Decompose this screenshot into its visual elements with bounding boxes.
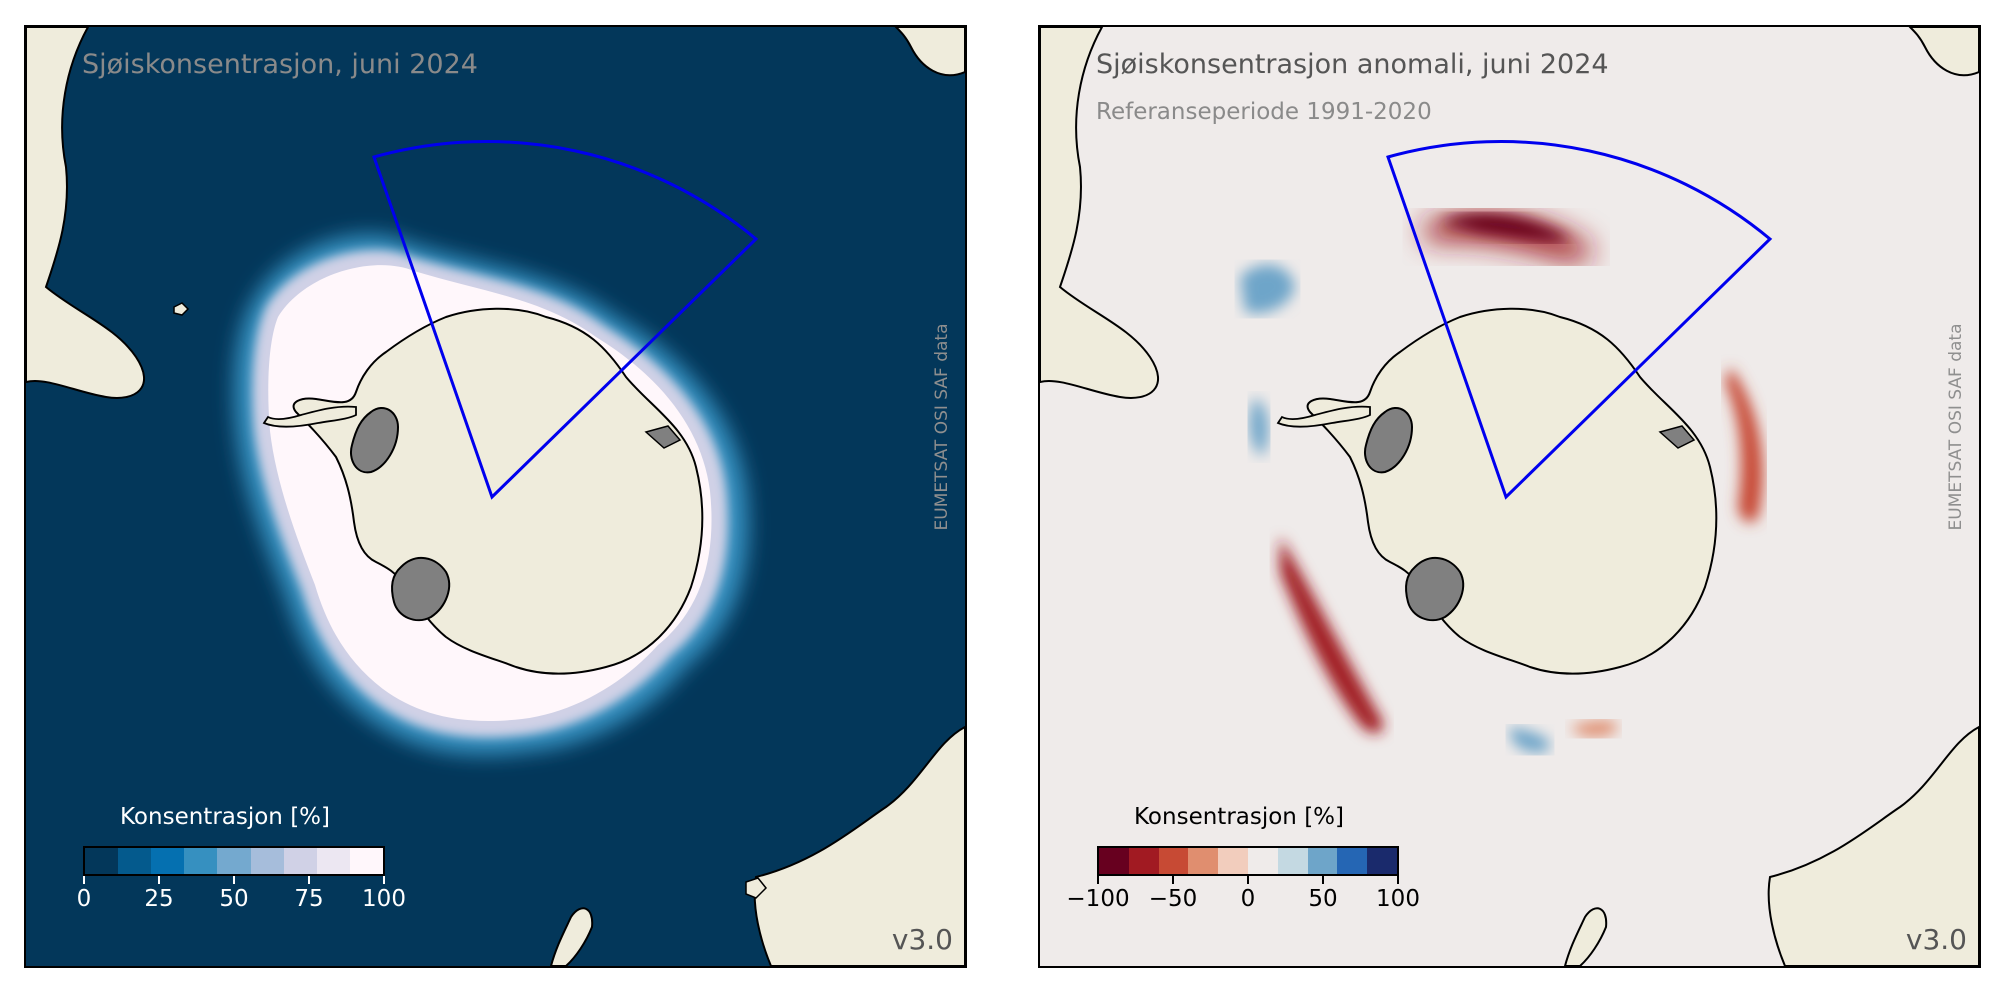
colorbar-tick bbox=[158, 876, 160, 884]
region-sector-outline bbox=[1386, 140, 1773, 500]
concentration-map bbox=[26, 27, 965, 966]
colorbar-tick-label: −50 bbox=[1148, 886, 1198, 912]
colorbar-segment bbox=[1367, 848, 1397, 874]
concentration-map-panel: Sjøiskonsentrasjon, juni 2024 EUMETSAT O… bbox=[24, 25, 967, 968]
data-credit: EUMETSAT OSI SAF data bbox=[1946, 323, 1966, 531]
colorbar-segment bbox=[1277, 848, 1308, 874]
colorbar-segment bbox=[1337, 848, 1368, 874]
colorbar-segment bbox=[217, 848, 251, 874]
colorbar-tick bbox=[1397, 876, 1399, 884]
colorbar-tick-label: 100 bbox=[1376, 886, 1420, 912]
colorbar-segment bbox=[1247, 848, 1278, 874]
australia-land bbox=[753, 725, 965, 966]
version-label: v3.0 bbox=[1905, 923, 1967, 956]
weddell-ice-shelf bbox=[1364, 407, 1414, 474]
colorbar-segment bbox=[283, 848, 317, 874]
colorbar-segment bbox=[1218, 848, 1248, 874]
antarctic-peninsula bbox=[1276, 405, 1371, 428]
colorbar-tick bbox=[233, 876, 235, 884]
ross-ice-shelf bbox=[1405, 557, 1465, 622]
weddell-ice-shelf bbox=[350, 407, 400, 474]
map-title: Sjøiskonsentrasjon, juni 2024 bbox=[82, 49, 478, 80]
antarctic-peninsula bbox=[262, 405, 357, 428]
new-zealand-land bbox=[1563, 907, 1608, 966]
colorbar-tick bbox=[1247, 876, 1249, 884]
colorbar-tick bbox=[383, 876, 385, 884]
australia-land bbox=[1767, 725, 1979, 966]
colorbar-tick-label: 50 bbox=[219, 886, 249, 912]
colorbar-segment bbox=[1188, 848, 1219, 874]
colorbar-tick bbox=[1172, 876, 1174, 884]
colorbar-segment bbox=[349, 848, 383, 874]
colorbar-tick-label: 50 bbox=[1308, 886, 1338, 912]
ross-ice-shelf bbox=[391, 557, 451, 622]
amery-ice-shelf bbox=[1658, 425, 1696, 449]
concentration-colorbar bbox=[83, 846, 385, 876]
anomaly-map bbox=[1040, 27, 1979, 966]
colorbar-tick-label: −100 bbox=[1066, 886, 1130, 912]
colorbar-tick bbox=[83, 876, 85, 884]
anomaly-field bbox=[1240, 213, 1763, 753]
colorbar-tick-label: 100 bbox=[362, 886, 406, 912]
colorbar-segment bbox=[1158, 848, 1189, 874]
map-title: Sjøiskonsentrasjon anomali, juni 2024 bbox=[1096, 49, 1609, 80]
colorbar-segment bbox=[1099, 848, 1129, 874]
colorbar-segment bbox=[85, 848, 119, 874]
new-zealand-land bbox=[549, 907, 594, 966]
colorbar-segment bbox=[184, 848, 218, 874]
south-america-land bbox=[1040, 27, 1160, 399]
colorbar-tick bbox=[308, 876, 310, 884]
colorbar-tick bbox=[1322, 876, 1324, 884]
colorbar-tick-label: 0 bbox=[76, 886, 92, 912]
falklands-land bbox=[173, 302, 190, 316]
colorbar-segment bbox=[316, 848, 350, 874]
amery-ice-shelf bbox=[644, 425, 682, 449]
version-label: v3.0 bbox=[891, 923, 953, 956]
data-credit: EUMETSAT OSI SAF data bbox=[932, 323, 952, 531]
tasmania-land bbox=[745, 877, 768, 899]
colorbar-segment bbox=[118, 848, 152, 874]
africa-land bbox=[1908, 27, 1979, 77]
colorbar-segment bbox=[1128, 848, 1159, 874]
colorbar-tick bbox=[1097, 876, 1099, 884]
africa-land bbox=[894, 27, 965, 77]
colorbar-tick-label: 25 bbox=[144, 886, 174, 912]
south-america-land bbox=[26, 27, 146, 399]
colorbar-label: Konsentrasjon [%] bbox=[120, 804, 330, 830]
region-sector-outline bbox=[372, 140, 759, 500]
colorbar-segment bbox=[1307, 848, 1338, 874]
colorbar-tick-label: 0 bbox=[1240, 886, 1256, 912]
colorbar-tick-label: 75 bbox=[294, 886, 324, 912]
anomaly-colorbar bbox=[1097, 846, 1399, 876]
colorbar-label: Konsentrasjon [%] bbox=[1134, 804, 1344, 830]
colorbar-segment bbox=[250, 848, 284, 874]
anomaly-map-panel: Sjøiskonsentrasjon anomali, juni 2024 Re… bbox=[1038, 25, 1981, 968]
colorbar-segment bbox=[151, 848, 185, 874]
map-subtitle: Referanseperiode 1991-2020 bbox=[1096, 99, 1432, 125]
